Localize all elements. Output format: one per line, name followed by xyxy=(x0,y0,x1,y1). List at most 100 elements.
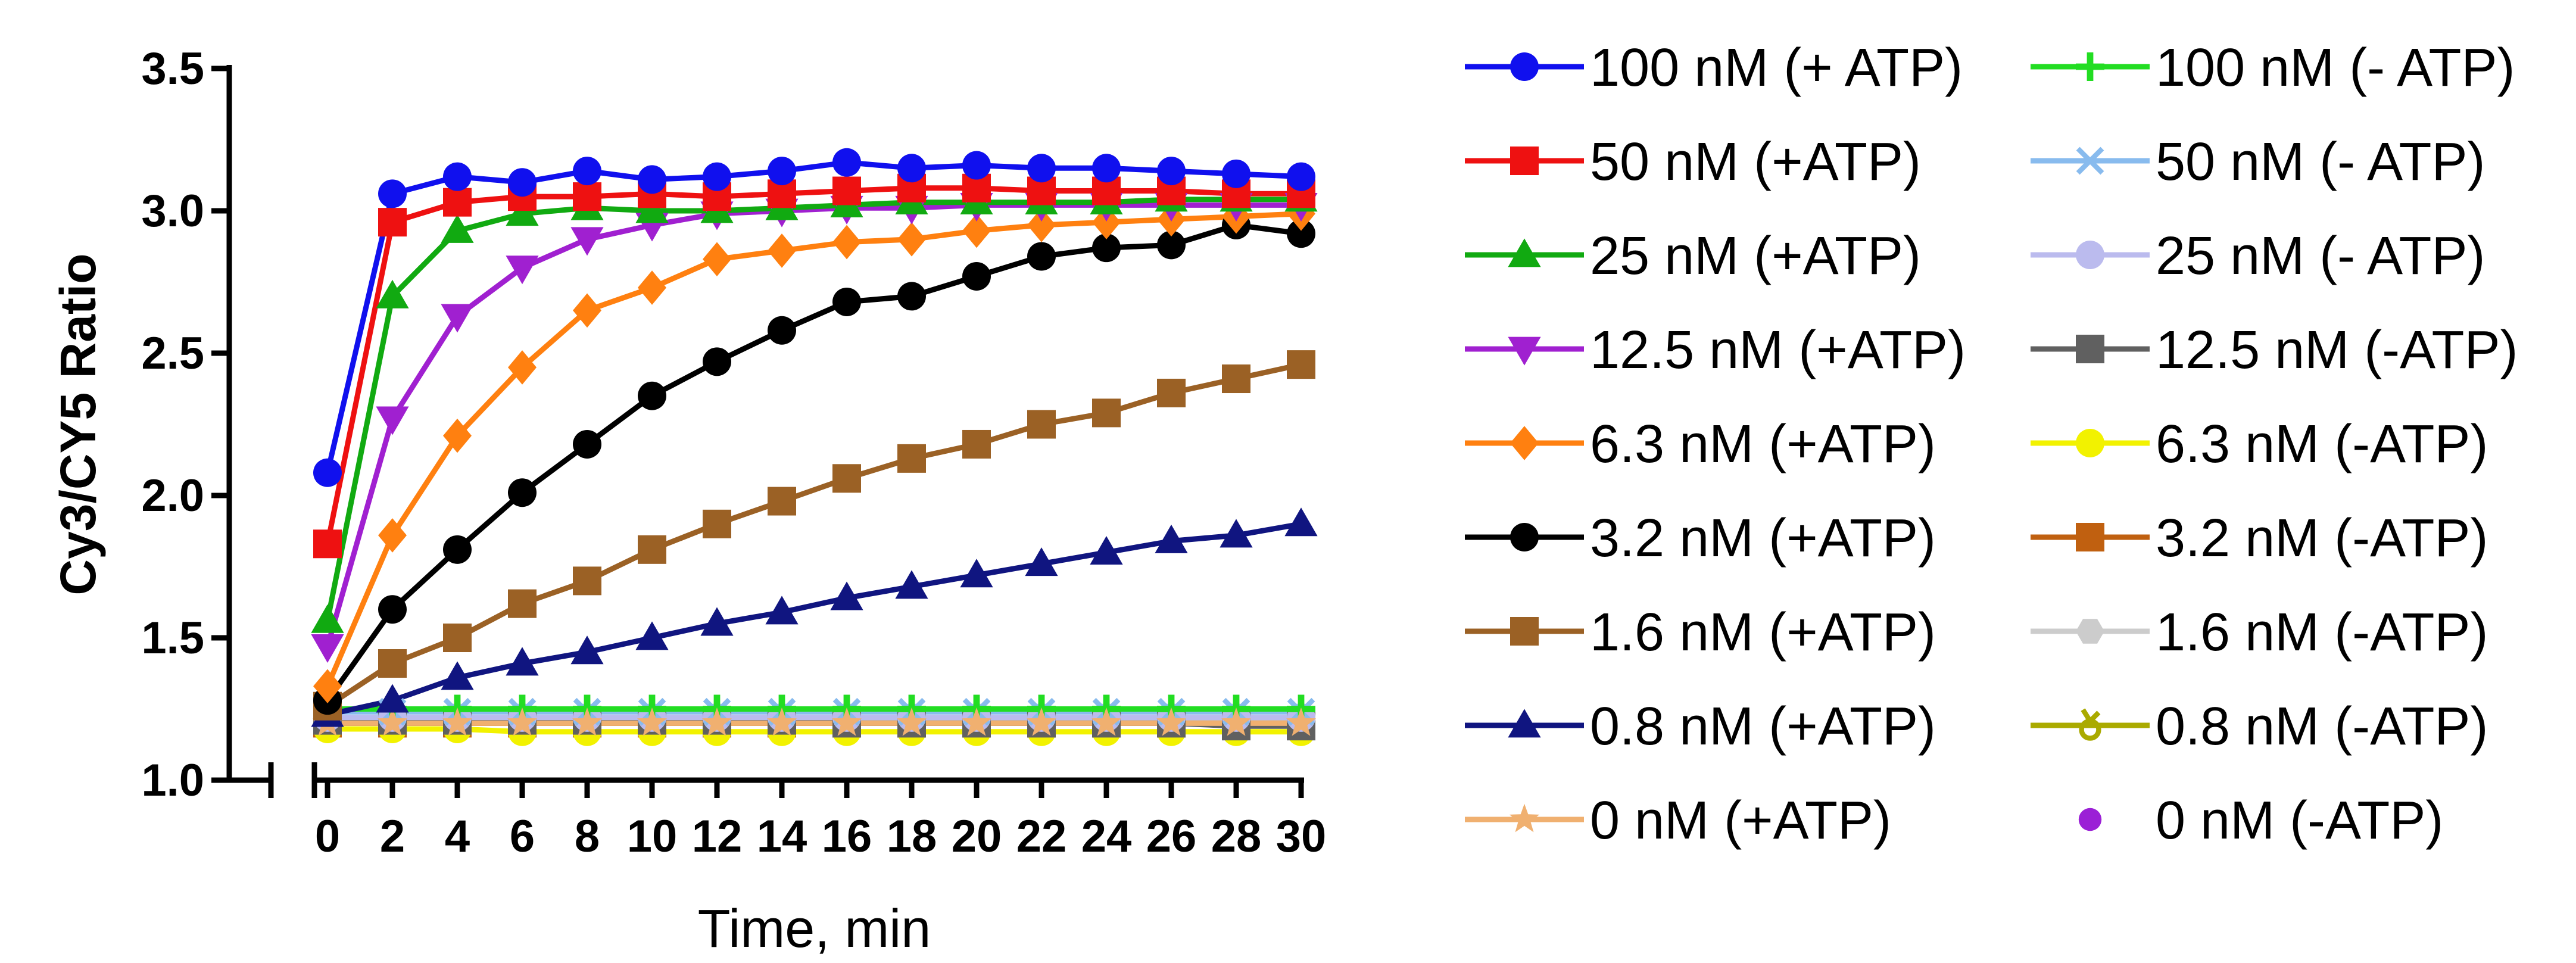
data-point xyxy=(506,255,539,285)
x-tick-label: 4 xyxy=(445,811,470,862)
legend-marker xyxy=(2076,147,2104,175)
data-point xyxy=(1092,398,1121,428)
y-tick-label: 2.0 xyxy=(141,470,204,521)
data-point xyxy=(1287,219,1315,248)
y-tick-label: 1.5 xyxy=(141,613,204,663)
data-point xyxy=(508,589,537,618)
legend-marker xyxy=(1510,617,1539,646)
data-point xyxy=(378,208,407,237)
legend-label: 6.3 nM (-ATP) xyxy=(2156,415,2488,474)
data-point xyxy=(441,661,474,690)
legend-label: 0.8 nM (+ATP) xyxy=(1590,697,1936,756)
data-point xyxy=(507,708,538,736)
data-point xyxy=(508,478,537,507)
legend-marker xyxy=(1508,709,1541,738)
data-point xyxy=(443,624,472,652)
legend-marker xyxy=(1509,803,1540,833)
data-point xyxy=(572,708,603,736)
data-point xyxy=(376,279,409,308)
legend-label: 12.5 nM (-ATP) xyxy=(2156,320,2518,380)
axes: 1.01.52.02.53.03.50 2 4 6 8 10 12 14 16 18 20 22 24 2… xyxy=(141,43,1326,862)
data-point xyxy=(570,635,604,665)
x-tick-label: 14 xyxy=(757,811,807,862)
data-point xyxy=(897,222,926,257)
x-tick-label: 26 xyxy=(1146,811,1197,862)
data-point xyxy=(378,649,407,678)
legend-marker xyxy=(1508,238,1541,267)
legend-label: 100 nM (+ ATP) xyxy=(1590,38,1963,98)
data-point xyxy=(832,464,861,493)
data-point xyxy=(1157,230,1186,260)
data-point xyxy=(570,227,604,256)
data-point xyxy=(832,148,861,177)
y-tick-label: 3.5 xyxy=(141,43,204,94)
data-point xyxy=(378,179,407,208)
legend-entry: 12.5 nM (-ATP) xyxy=(2031,320,2518,380)
legend-marker xyxy=(2078,808,2102,831)
legend-label: 1.6 nM (-ATP) xyxy=(2156,603,2488,662)
data-point xyxy=(637,708,668,736)
series-line xyxy=(325,222,1302,702)
data-point xyxy=(638,270,666,305)
series-line xyxy=(325,211,1302,688)
data-point xyxy=(573,566,601,596)
legend-label: 100 nM (- ATP) xyxy=(2156,38,2515,98)
legend-entry: 0 nM (+ATP) xyxy=(1465,791,1891,850)
series-line xyxy=(328,726,1301,735)
data-point xyxy=(768,233,796,268)
legend-marker xyxy=(2076,52,2104,81)
data-point xyxy=(700,607,734,636)
series-markers xyxy=(311,148,1318,746)
data-point xyxy=(1284,507,1318,537)
series-line xyxy=(326,361,1302,709)
x-tick-label: 18 xyxy=(887,811,937,862)
series-line xyxy=(325,197,1301,622)
data-point xyxy=(1156,708,1187,736)
data-point xyxy=(635,621,669,650)
legend-entry: 6.3 nM (+ATP) xyxy=(1465,415,1936,474)
legend-entry: 1.6 nM (-ATP) xyxy=(2031,603,2488,662)
data-point xyxy=(638,165,666,194)
legend-entry: 12.5 nM (+ATP) xyxy=(1465,320,1966,380)
data-point xyxy=(1027,410,1056,439)
legend-entry: 100 nM (+ ATP) xyxy=(1465,38,1963,98)
legend-label: 0.8 nM (-ATP) xyxy=(2156,697,2488,756)
data-point xyxy=(1026,708,1057,736)
legend-entry: 100 nM (- ATP) xyxy=(2031,38,2515,98)
data-point xyxy=(376,406,409,435)
data-point xyxy=(1027,154,1056,183)
legend-entry: 50 nM (+ATP) xyxy=(1465,132,1921,192)
series-lines xyxy=(325,160,1302,735)
data-point xyxy=(1222,364,1250,394)
data-point xyxy=(441,304,474,333)
data-point xyxy=(832,225,861,260)
data-point xyxy=(768,487,796,516)
data-point xyxy=(1090,536,1123,565)
data-point xyxy=(573,182,601,211)
data-point xyxy=(703,242,731,277)
data-point xyxy=(961,708,992,736)
legend-entry: 25 nM (- ATP) xyxy=(2031,226,2485,286)
y-tick-label: 2.5 xyxy=(141,328,204,379)
data-point xyxy=(1221,708,1252,736)
data-point xyxy=(1091,708,1122,736)
data-point xyxy=(1222,159,1250,188)
data-point xyxy=(831,708,862,736)
data-point xyxy=(638,535,666,564)
legend-label: 3.2 nM (-ATP) xyxy=(2156,509,2488,568)
data-point xyxy=(376,684,409,713)
data-point xyxy=(1220,519,1253,548)
y-axis-title: Cy3/CY5 Ratio xyxy=(50,253,106,595)
legend: 100 nM (+ ATP) 50 nM (+ATP) 25 nM (+ATP) 12… xyxy=(1465,38,2518,850)
data-point xyxy=(962,429,991,459)
data-point xyxy=(703,347,731,376)
legend-marker xyxy=(2079,708,2101,741)
legend-entry: 0.8 nM (+ATP) xyxy=(1465,697,1936,756)
data-point xyxy=(311,634,344,663)
x-axis-title: Time, min xyxy=(698,899,931,959)
data-point xyxy=(506,197,539,226)
data-point xyxy=(896,708,927,736)
data-point xyxy=(832,287,861,316)
data-point xyxy=(506,647,539,676)
x-tick-label: 6 xyxy=(510,811,535,862)
